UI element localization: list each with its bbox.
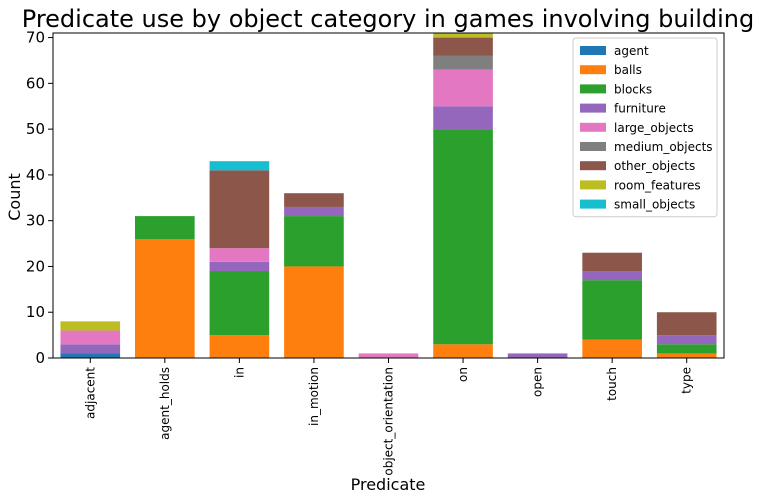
bar-segment-touch-balls [582, 339, 642, 358]
bar-segment-adjacent-large_objects [60, 330, 121, 345]
legend-swatch-room_features [580, 180, 606, 190]
y-tick-label: 40 [26, 166, 45, 184]
bar-segment-in-small_objects [209, 161, 270, 171]
bar-segment-type-other_objects [656, 312, 717, 336]
bar-segment-in_motion-blocks [284, 216, 344, 267]
bar-segment-adjacent-furniture [60, 344, 121, 354]
legend-swatch-medium_objects [580, 142, 606, 151]
bar-segment-touch-blocks [582, 280, 642, 340]
x-tick-label-in_motion: in_motion [307, 367, 321, 426]
bar-segment-on-balls [433, 344, 493, 358]
bar-segment-adjacent-room_features [60, 321, 121, 331]
bar-segment-on-blocks [433, 129, 493, 345]
legend-label-room_features: room_features [614, 178, 701, 192]
legend-label-blocks: blocks [614, 82, 652, 96]
y-tick-label: 0 [35, 349, 45, 367]
x-tick-label-on: on [456, 367, 470, 382]
bar-segment-on-room_features [433, 33, 493, 38]
legend-swatch-blocks [580, 84, 606, 94]
x-tick-label-object_orientation: object_orientation [382, 367, 396, 476]
bar-segment-in_motion-balls [284, 266, 344, 358]
plot-area: 0 10 20 30 40 50 60 70 adjacent agent_holds in in_m… [26, 29, 725, 476]
legend-label-medium_objects: medium_objects [614, 140, 713, 154]
bar-segment-type-blocks [656, 344, 717, 354]
legend-label-small_objects: small_objects [614, 198, 695, 212]
x-tick-label-adjacent: adjacent [83, 367, 97, 419]
bar-segment-agent_holds-balls [135, 238, 195, 358]
legend-frame [572, 37, 718, 218]
bar-segment-on-large_objects [433, 69, 493, 107]
x-tick-label-type: type [680, 367, 694, 394]
bar-segment-touch-other_objects [582, 252, 642, 272]
bar-segment-object_orientation-large_objects [358, 353, 419, 358]
y-tick-label: 20 [26, 257, 45, 275]
bar-segment-type-balls [656, 353, 717, 358]
bar-segment-agent_holds-blocks [135, 216, 195, 239]
bar-segment-adjacent-agent [60, 353, 121, 358]
x-tick-label-agent_holds: agent_holds [158, 367, 172, 440]
legend-swatch-furniture [580, 103, 606, 113]
y-tick-label: 10 [26, 303, 45, 321]
bar-segment-on-furniture [433, 106, 493, 130]
bar-segment-in-furniture [209, 261, 270, 272]
y-axis-label: Count [5, 173, 24, 221]
legend-label-large_objects: large_objects [614, 121, 694, 135]
bar-segment-type-furniture [656, 335, 717, 345]
bar-segment-in_motion-other_objects [284, 193, 344, 207]
legend: agent balls blocks furniture large_objectsme… [572, 37, 718, 218]
y-tick-label: 30 [26, 212, 45, 230]
bar-segment-in-balls [209, 335, 270, 358]
legend-label-other_objects: other_objects [614, 159, 695, 173]
y-tick-label: 70 [26, 29, 45, 47]
bar-segment-in-other_objects [209, 170, 270, 249]
y-tick-label: 50 [26, 120, 45, 138]
bar-segment-touch-furniture [582, 271, 642, 281]
legend-label-furniture: furniture [614, 102, 666, 116]
x-tick-label-touch: touch [605, 367, 619, 401]
legend-label-balls: balls [614, 63, 642, 77]
legend-swatch-other_objects [580, 161, 606, 171]
legend-swatch-balls [580, 65, 606, 75]
x-axis-label: Predicate [351, 475, 426, 494]
bar-segment-on-medium_objects [433, 55, 493, 70]
x-tick-label-in: in [232, 367, 246, 378]
bar-segment-in-large_objects [209, 248, 270, 262]
legend-swatch-agent [580, 46, 606, 55]
bar-segment-in_motion-furniture [284, 206, 344, 217]
legend-label-agent: agent [614, 44, 649, 58]
bar-segment-open-furniture [507, 353, 568, 358]
legend-swatch-small_objects [580, 199, 606, 209]
legend-swatch-large_objects [580, 122, 606, 132]
bar-segment-in-blocks [209, 271, 270, 336]
y-tick-label: 60 [26, 74, 45, 92]
x-tick-label-open: open [531, 367, 545, 397]
bar-segment-on-other_objects [433, 37, 493, 56]
chart-title: Predicate use by object category in game… [22, 5, 754, 33]
